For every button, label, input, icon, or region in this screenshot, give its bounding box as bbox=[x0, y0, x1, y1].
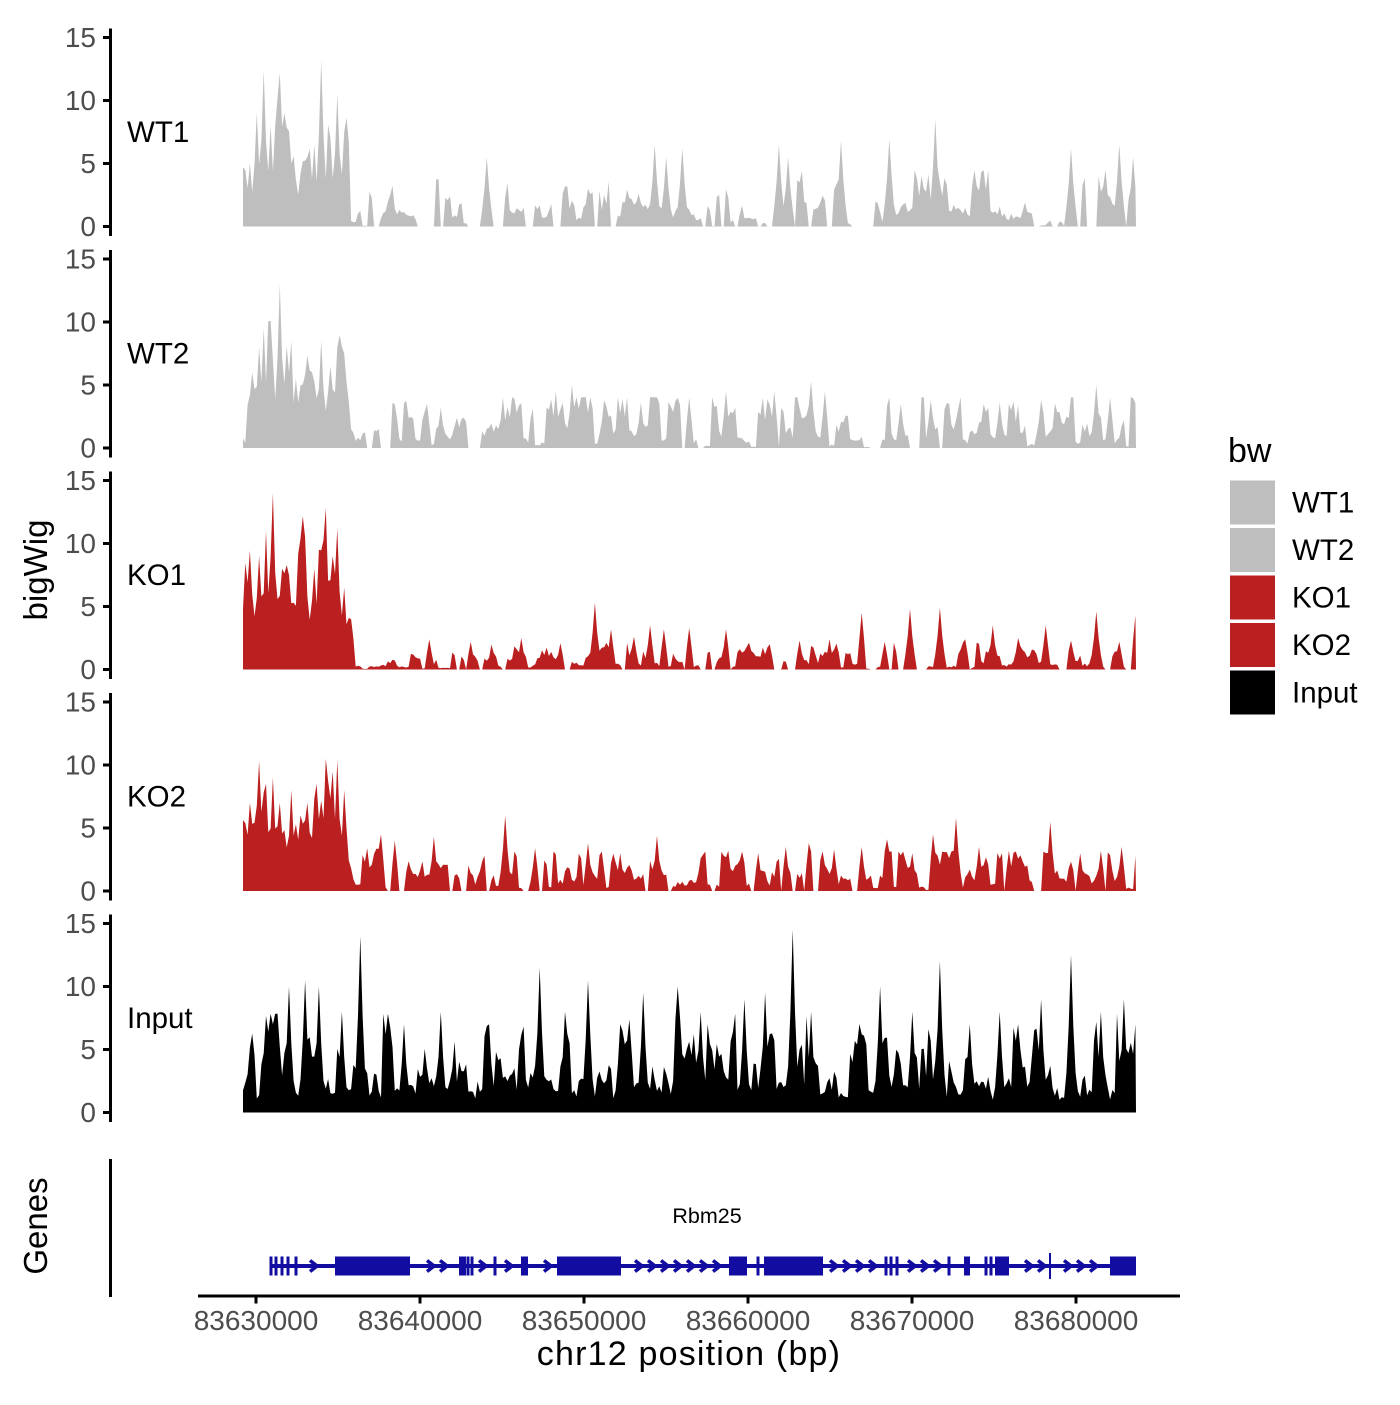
svg-text:Genes: Genes bbox=[17, 1177, 54, 1274]
svg-text:10: 10 bbox=[65, 306, 96, 337]
svg-text:83680000: 83680000 bbox=[1014, 1305, 1139, 1336]
svg-text:83640000: 83640000 bbox=[358, 1305, 483, 1336]
svg-text:15: 15 bbox=[65, 243, 96, 274]
svg-text:WT1: WT1 bbox=[1292, 487, 1354, 520]
svg-text:5: 5 bbox=[80, 369, 96, 400]
svg-text:15: 15 bbox=[65, 465, 96, 496]
svg-text:5: 5 bbox=[80, 591, 96, 622]
svg-text:15: 15 bbox=[65, 22, 96, 53]
svg-text:83670000: 83670000 bbox=[850, 1305, 975, 1336]
svg-text:0: 0 bbox=[80, 1097, 96, 1128]
svg-text:Rbm25: Rbm25 bbox=[672, 1204, 741, 1228]
svg-text:10: 10 bbox=[65, 749, 96, 780]
svg-text:83630000: 83630000 bbox=[194, 1305, 319, 1336]
svg-text:KO2: KO2 bbox=[127, 781, 186, 814]
svg-text:bw: bw bbox=[1228, 432, 1272, 470]
svg-text:chr12 position (bp): chr12 position (bp) bbox=[537, 1335, 841, 1373]
svg-text:83650000: 83650000 bbox=[522, 1305, 647, 1336]
svg-text:10: 10 bbox=[65, 528, 96, 559]
svg-text:10: 10 bbox=[65, 971, 96, 1002]
svg-text:0: 0 bbox=[80, 211, 96, 242]
svg-text:5: 5 bbox=[80, 1034, 96, 1065]
svg-text:83660000: 83660000 bbox=[686, 1305, 811, 1336]
svg-text:15: 15 bbox=[65, 686, 96, 717]
svg-text:15: 15 bbox=[65, 908, 96, 939]
svg-text:WT2: WT2 bbox=[127, 338, 189, 371]
svg-text:bigWig: bigWig bbox=[17, 520, 54, 621]
svg-text:KO1: KO1 bbox=[1292, 582, 1351, 615]
svg-text:5: 5 bbox=[80, 148, 96, 179]
svg-text:KO2: KO2 bbox=[1292, 629, 1351, 662]
svg-text:0: 0 bbox=[80, 875, 96, 906]
svg-text:0: 0 bbox=[80, 654, 96, 685]
svg-text:Input: Input bbox=[127, 1002, 193, 1035]
svg-text:5: 5 bbox=[80, 812, 96, 843]
svg-text:10: 10 bbox=[65, 85, 96, 116]
svg-text:KO1: KO1 bbox=[127, 559, 186, 592]
svg-text:Input: Input bbox=[1292, 677, 1358, 710]
svg-text:WT1: WT1 bbox=[127, 116, 189, 149]
svg-text:WT2: WT2 bbox=[1292, 534, 1354, 567]
svg-text:0: 0 bbox=[80, 432, 96, 463]
